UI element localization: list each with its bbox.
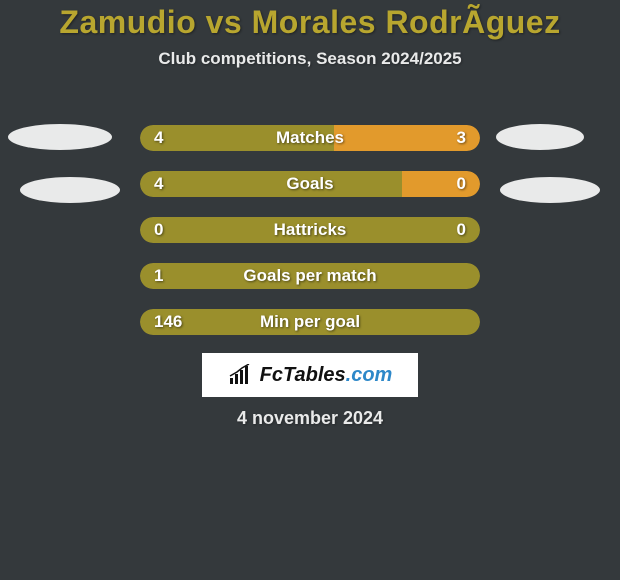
stat-bar-left bbox=[140, 171, 402, 197]
comparison-infographic: Zamudio vs Morales RodrÃ­guez Club compe… bbox=[0, 0, 620, 580]
stat-value-left: 4 bbox=[154, 171, 163, 197]
stat-row: Matches43 bbox=[140, 125, 480, 151]
subtitle: Club competitions, Season 2024/2025 bbox=[0, 49, 620, 69]
stat-bars: Matches43Goals40Hattricks00Goals per mat… bbox=[140, 125, 480, 355]
stat-value-right: 3 bbox=[457, 125, 466, 151]
decorative-oval bbox=[8, 124, 112, 150]
stat-value-left: 4 bbox=[154, 125, 163, 151]
stat-bar-right bbox=[402, 171, 480, 197]
brand-box: FcTables.com bbox=[202, 353, 418, 397]
stat-row: Min per goal146 bbox=[140, 309, 480, 335]
stat-value-left: 1 bbox=[154, 263, 163, 289]
stat-bar-left bbox=[140, 217, 480, 243]
stat-value-right: 0 bbox=[457, 171, 466, 197]
stat-row: Hattricks00 bbox=[140, 217, 480, 243]
stat-bar-left bbox=[140, 125, 334, 151]
brand-text: FcTables.com bbox=[260, 364, 393, 387]
bar-chart-icon bbox=[228, 364, 254, 386]
stat-bar-left bbox=[140, 263, 480, 289]
stat-value-left: 146 bbox=[154, 309, 182, 335]
stat-value-left: 0 bbox=[154, 217, 163, 243]
decorative-oval bbox=[500, 177, 600, 203]
date-text: 4 november 2024 bbox=[0, 408, 620, 429]
stat-row: Goals40 bbox=[140, 171, 480, 197]
stat-row: Goals per match1 bbox=[140, 263, 480, 289]
stat-bar-left bbox=[140, 309, 480, 335]
stat-value-right: 0 bbox=[457, 217, 466, 243]
decorative-oval bbox=[20, 177, 120, 203]
decorative-oval bbox=[496, 124, 584, 150]
page-title: Zamudio vs Morales RodrÃ­guez bbox=[0, 0, 620, 41]
